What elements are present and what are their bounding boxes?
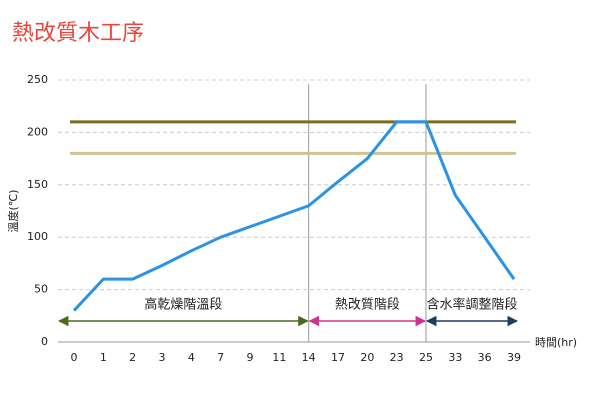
phase-label: 高乾燥階溫段 bbox=[144, 297, 222, 313]
x-tick-label: 7 bbox=[217, 351, 224, 364]
y-tick-label: 0 bbox=[41, 335, 48, 348]
y-tick-label: 50 bbox=[34, 283, 48, 296]
x-tick-label: 4 bbox=[188, 351, 195, 364]
x-tick-label: 20 bbox=[360, 351, 374, 364]
x-tick-label: 33 bbox=[448, 351, 462, 364]
x-tick-label: 17 bbox=[331, 351, 345, 364]
chart-title: 熱改質木工序 bbox=[12, 21, 144, 46]
x-tick-label: 14 bbox=[302, 351, 316, 364]
x-tick-label: 25 bbox=[419, 351, 433, 364]
x-tick-label: 0 bbox=[71, 351, 78, 364]
x-axis-label: 時間(hr) bbox=[535, 336, 577, 349]
x-tick-label: 1 bbox=[100, 351, 107, 364]
y-axis-label: 溫度(℃) bbox=[6, 190, 20, 233]
y-tick-label: 150 bbox=[27, 178, 48, 191]
x-tick-label: 9 bbox=[247, 351, 254, 364]
x-tick-label: 39 bbox=[507, 351, 521, 364]
phase-label: 熱改質階段 bbox=[335, 298, 400, 313]
x-tick-label: 11 bbox=[272, 351, 286, 364]
y-tick-label: 250 bbox=[27, 73, 48, 86]
x-tick-label: 23 bbox=[390, 351, 404, 364]
y-tick-label: 200 bbox=[27, 125, 48, 138]
x-tick-label: 36 bbox=[478, 351, 492, 364]
phase-label: 含水率調整階段 bbox=[426, 297, 517, 313]
data-line bbox=[72, 120, 516, 312]
x-tick-label: 2 bbox=[129, 351, 136, 364]
y-tick-label: 100 bbox=[27, 230, 48, 243]
x-tick-label: 3 bbox=[159, 351, 166, 364]
